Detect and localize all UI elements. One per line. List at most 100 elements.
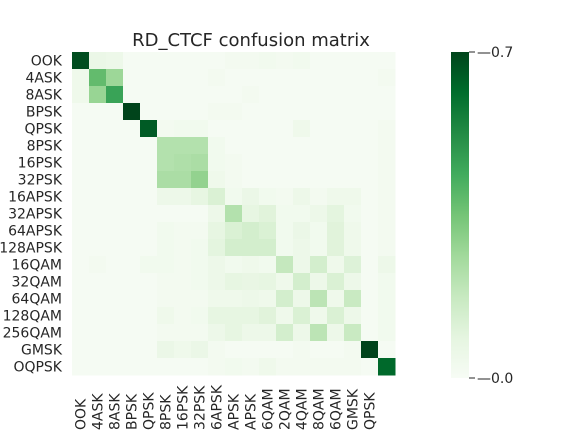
heatmap-cell xyxy=(157,120,175,138)
heatmap-cell xyxy=(344,52,362,70)
heatmap-cell xyxy=(191,222,209,240)
heatmap-cell xyxy=(208,103,226,121)
heatmap-cells xyxy=(72,52,396,376)
heatmap-cell xyxy=(123,120,141,138)
heatmap-cell xyxy=(174,171,192,189)
heatmap-cell xyxy=(361,103,379,121)
heatmap-cell xyxy=(208,171,226,189)
heatmap-cell xyxy=(123,290,141,308)
heatmap-cell xyxy=(259,86,277,104)
heatmap-cell xyxy=(276,205,294,223)
x-tick-labels: OOK 4ASK 8ASK BPSK QPSK 8PSK 16PSK 32PSK 6APSK AP… xyxy=(74,384,379,430)
colorbar-tick-label: —0.0 xyxy=(477,371,513,387)
heatmap-cell xyxy=(361,154,379,172)
heatmap-cell xyxy=(72,222,90,240)
heatmap-cell xyxy=(174,103,192,121)
heatmap-cell xyxy=(293,222,311,240)
heatmap-cell xyxy=(276,273,294,291)
heatmap-cell xyxy=(123,69,141,87)
heatmap-cell xyxy=(259,222,277,240)
heatmap-cell xyxy=(378,69,396,87)
heatmap-cell xyxy=(72,154,90,172)
heatmap-cell xyxy=(208,239,226,257)
heatmap-cell xyxy=(89,256,107,274)
heatmap-cell xyxy=(378,290,396,308)
heatmap-cell xyxy=(225,120,243,138)
heatmap-cell xyxy=(327,307,345,325)
heatmap-cell xyxy=(157,52,175,70)
heatmap-cell xyxy=(344,222,362,240)
heatmap-cell xyxy=(123,171,141,189)
heatmap-cell xyxy=(310,188,328,206)
heatmap-cell xyxy=(123,341,141,359)
y-tick-label: 32PSK xyxy=(18,173,63,189)
colorbar: —0.7 —0.0 xyxy=(451,45,513,387)
heatmap-cell xyxy=(378,205,396,223)
heatmap-cell xyxy=(259,52,277,70)
heatmap-cell xyxy=(276,69,294,87)
heatmap-cell xyxy=(344,137,362,155)
heatmap-cell xyxy=(140,120,158,138)
y-tick-label: 16PSK xyxy=(18,156,63,172)
x-tick-label: OOK xyxy=(74,398,90,430)
heatmap-cell xyxy=(242,290,260,308)
heatmap-cell xyxy=(361,307,379,325)
heatmap-cell xyxy=(208,205,226,223)
heatmap-cell xyxy=(293,154,311,172)
heatmap-cell xyxy=(361,86,379,104)
heatmap-cell xyxy=(327,273,345,291)
heatmap-cell xyxy=(106,341,124,359)
heatmap-cell xyxy=(378,324,396,342)
heatmap-cell xyxy=(72,256,90,274)
heatmap-cell xyxy=(293,188,311,206)
heatmap-cell xyxy=(378,154,396,172)
heatmap-cell xyxy=(89,324,107,342)
heatmap-cell xyxy=(276,290,294,308)
heatmap-cell xyxy=(378,307,396,325)
heatmap-cell xyxy=(191,273,209,291)
heatmap-cell xyxy=(89,188,107,206)
heatmap-cell xyxy=(259,171,277,189)
heatmap-cell xyxy=(310,120,328,138)
heatmap-cell xyxy=(157,256,175,274)
heatmap-cell xyxy=(378,120,396,138)
heatmap-cell xyxy=(225,188,243,206)
heatmap-cell xyxy=(276,86,294,104)
heatmap-cell xyxy=(123,103,141,121)
heatmap-cell xyxy=(344,103,362,121)
heatmap-cell xyxy=(378,188,396,206)
heatmap-cell xyxy=(293,103,311,121)
heatmap-cell xyxy=(208,307,226,325)
heatmap-cell xyxy=(242,120,260,138)
heatmap-cell xyxy=(72,273,90,291)
heatmap-cell xyxy=(72,358,90,376)
heatmap-cell xyxy=(123,205,141,223)
heatmap-cell xyxy=(242,341,260,359)
heatmap-cell xyxy=(72,120,90,138)
heatmap-cell xyxy=(191,358,209,376)
heatmap-cell xyxy=(89,69,107,87)
heatmap-cell xyxy=(225,86,243,104)
heatmap-cell xyxy=(344,324,362,342)
heatmap-cell xyxy=(208,69,226,87)
heatmap-cell xyxy=(310,239,328,257)
y-tick-labels: OOK4ASK8ASKBPSKQPSK8PSK16PSK32PSK16APSK3… xyxy=(0,54,63,376)
heatmap-cell xyxy=(242,358,260,376)
heatmap-cell xyxy=(344,69,362,87)
heatmap-cell xyxy=(344,154,362,172)
heatmap-cell xyxy=(276,154,294,172)
x-tick-label: QPSK xyxy=(142,392,158,430)
heatmap-cell xyxy=(310,273,328,291)
x-tick-label: 32PSK xyxy=(193,385,209,430)
heatmap-cell xyxy=(378,86,396,104)
heatmap-cell xyxy=(106,86,124,104)
heatmap-cell xyxy=(361,222,379,240)
heatmap-cell xyxy=(208,273,226,291)
heatmap-cell xyxy=(276,341,294,359)
heatmap-cell xyxy=(157,205,175,223)
heatmap-cell xyxy=(276,222,294,240)
y-tick-label: OOK xyxy=(31,54,63,70)
heatmap-cell xyxy=(225,137,243,155)
heatmap-cell xyxy=(140,188,158,206)
